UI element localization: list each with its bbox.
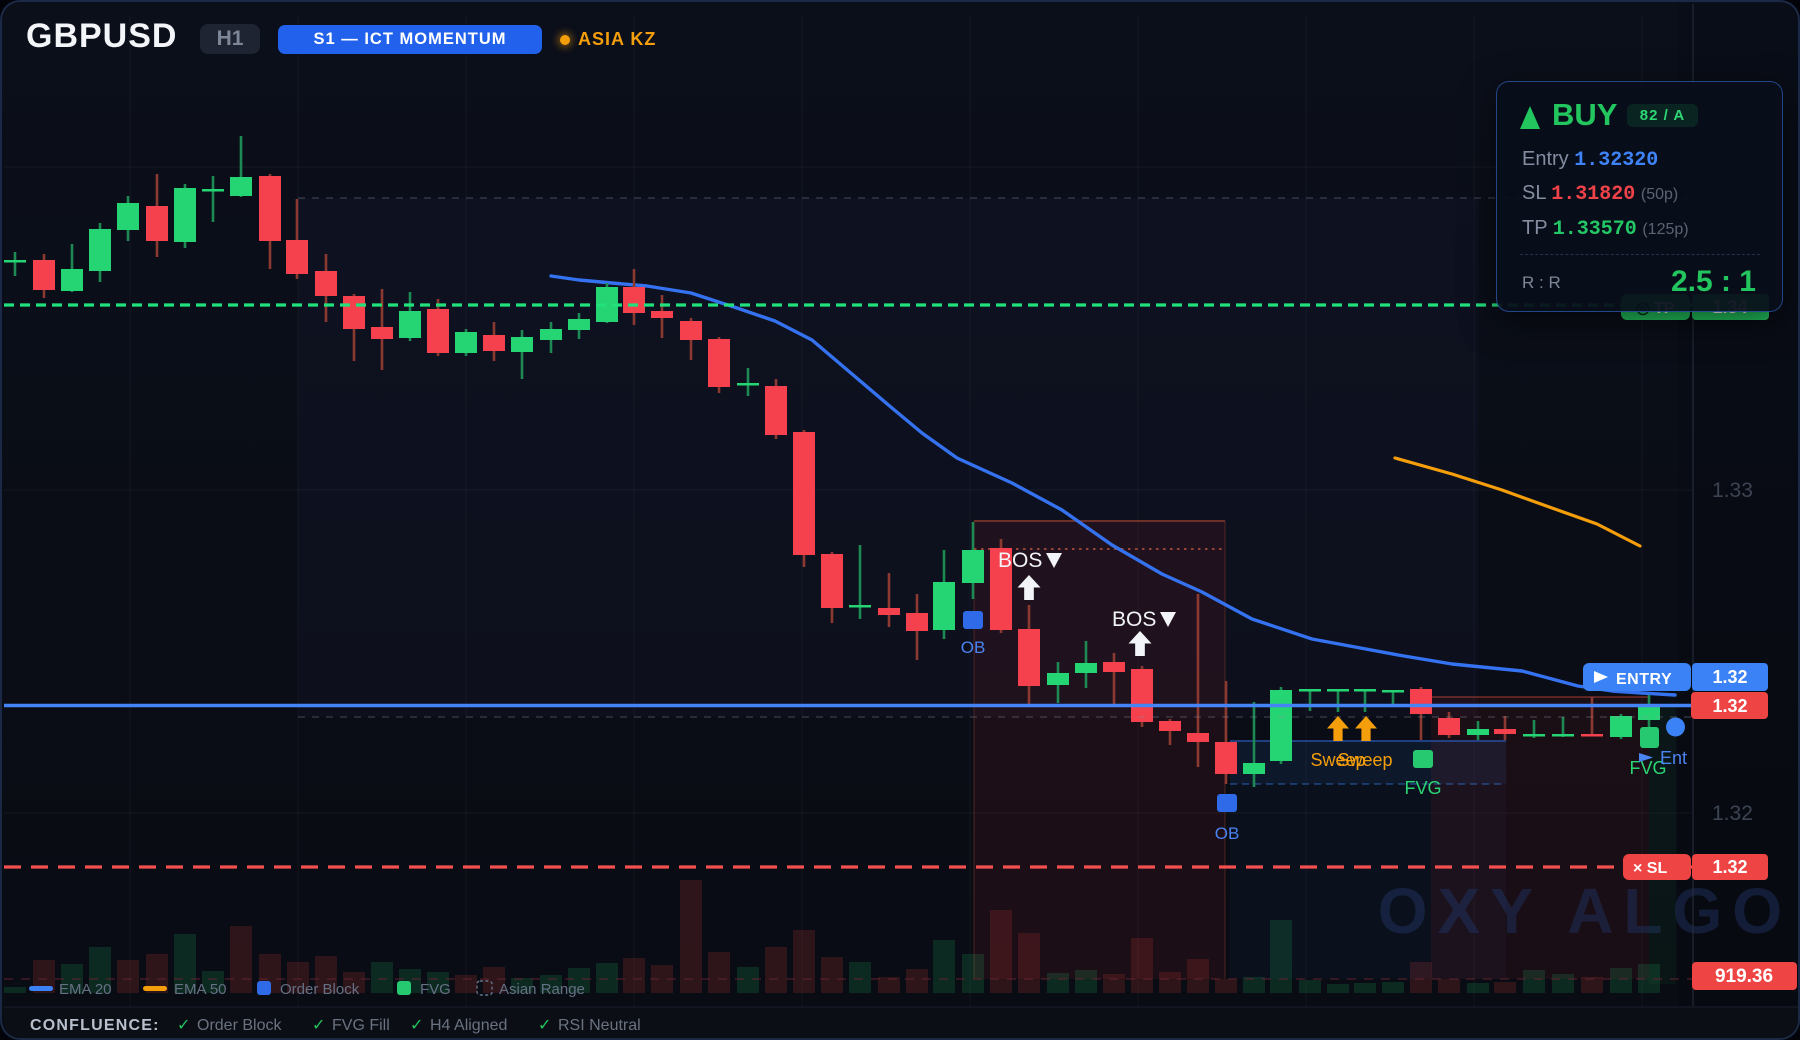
svg-text:OB: OB xyxy=(961,638,986,657)
svg-text:Asian Range: Asian Range xyxy=(499,981,585,998)
svg-text:1.32: 1.32 xyxy=(1712,802,1753,825)
svg-text:EMA 50: EMA 50 xyxy=(174,981,227,998)
svg-text:FVG: FVG xyxy=(420,981,451,998)
svg-text:BOS: BOS xyxy=(1112,608,1156,631)
svg-text:✓: ✓ xyxy=(177,1017,190,1034)
svg-text:1.33: 1.33 xyxy=(1712,479,1753,502)
svg-text:FVG: FVG xyxy=(1404,778,1441,798)
svg-text:BOS: BOS xyxy=(998,549,1042,572)
svg-text:Order Block: Order Block xyxy=(197,1017,282,1034)
svg-text:1.32: 1.32 xyxy=(1712,857,1747,877)
svg-text:919.36: 919.36 xyxy=(1715,966,1773,987)
svg-text:ENTRY: ENTRY xyxy=(1616,671,1672,688)
svg-text:✓: ✓ xyxy=(410,1017,423,1034)
svg-text:FVG Fill: FVG Fill xyxy=(332,1017,390,1034)
svg-text:× SL: × SL xyxy=(1633,860,1667,877)
svg-text:Sweep: Sweep xyxy=(1337,750,1392,770)
svg-text:Sweep: Sweep xyxy=(1310,750,1365,770)
svg-text:RSI Neutral: RSI Neutral xyxy=(558,1017,641,1034)
svg-text:1.32: 1.32 xyxy=(1712,696,1747,716)
svg-text:Order Block: Order Block xyxy=(280,981,360,998)
svg-text:Ent: Ent xyxy=(1660,748,1687,768)
svg-text:CONFLUENCE:: CONFLUENCE: xyxy=(30,1017,160,1034)
svg-text:EMA 20: EMA 20 xyxy=(59,981,112,998)
svg-text:✓: ✓ xyxy=(538,1017,551,1034)
svg-text:OXY ALGO: OXY ALGO xyxy=(1378,875,1792,947)
svg-text:1.32: 1.32 xyxy=(1712,667,1747,687)
svg-text:OB: OB xyxy=(1215,824,1240,843)
svg-text:H4 Aligned: H4 Aligned xyxy=(430,1017,507,1034)
svg-text:FVG: FVG xyxy=(1629,758,1666,778)
svg-text:✓: ✓ xyxy=(312,1017,325,1034)
